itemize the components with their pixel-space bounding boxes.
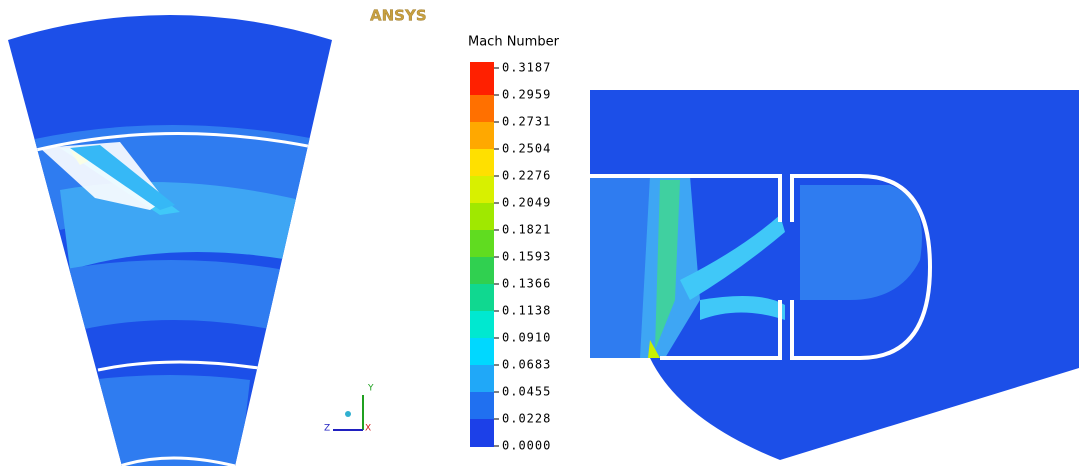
colorbar-band	[470, 392, 494, 419]
colorbar-band	[470, 257, 494, 284]
colorbar-label: 0.0683	[502, 358, 551, 372]
colorbar-label: 0.1593	[502, 250, 551, 264]
logo: ANSYS	[370, 7, 427, 25]
detail-view	[590, 90, 1079, 460]
colorbar-band	[470, 95, 494, 122]
colorbar-band	[470, 149, 494, 176]
axis-y-label: Y	[367, 384, 374, 394]
colorbar-band	[470, 203, 494, 230]
colorbar-label: 0.2959	[502, 88, 551, 102]
colorbar-band	[470, 419, 494, 447]
colorbar-band	[470, 176, 494, 203]
colorbar-label: 0.1821	[502, 223, 551, 237]
colorbar-band	[470, 338, 494, 365]
colorbar-label: 0.2049	[502, 196, 551, 210]
axis-dot	[345, 411, 351, 417]
colorbar-label: 0.3187	[502, 61, 551, 75]
colorbar-label: 0.0228	[502, 412, 551, 426]
colorbar-label: 0.0455	[502, 385, 551, 399]
colorbar-label: 0.1366	[502, 277, 551, 291]
legend-title: Mach Number	[468, 35, 560, 50]
colorbar-label: 0.2276	[502, 169, 551, 183]
colorbar: 0.3187 0.2959 0.2731 0.2504 0.2276 0.2049 0.18…	[470, 61, 551, 453]
screenshot: ANSYS Y Z X Mach Number 0.3187 0.2959 0.27…	[0, 0, 1079, 466]
colorbar-band	[470, 365, 494, 392]
axis-triad: Y Z X	[324, 384, 374, 434]
colorbar-label: 0.0910	[502, 331, 551, 345]
colorbar-label: 0.2504	[502, 142, 551, 156]
axis-z-label: Z	[324, 424, 330, 434]
colorbar-band	[470, 230, 494, 257]
colorbar-band	[470, 62, 494, 95]
colorbar-band	[470, 122, 494, 149]
colorbar-label: 0.2731	[502, 115, 551, 129]
colorbar-band	[470, 284, 494, 311]
sector-view	[0, 0, 340, 466]
colorbar-band	[470, 311, 494, 338]
colorbar-label: 0.1138	[502, 304, 551, 318]
axis-x-label: X	[365, 424, 371, 434]
colorbar-label: 0.0000	[502, 439, 551, 453]
